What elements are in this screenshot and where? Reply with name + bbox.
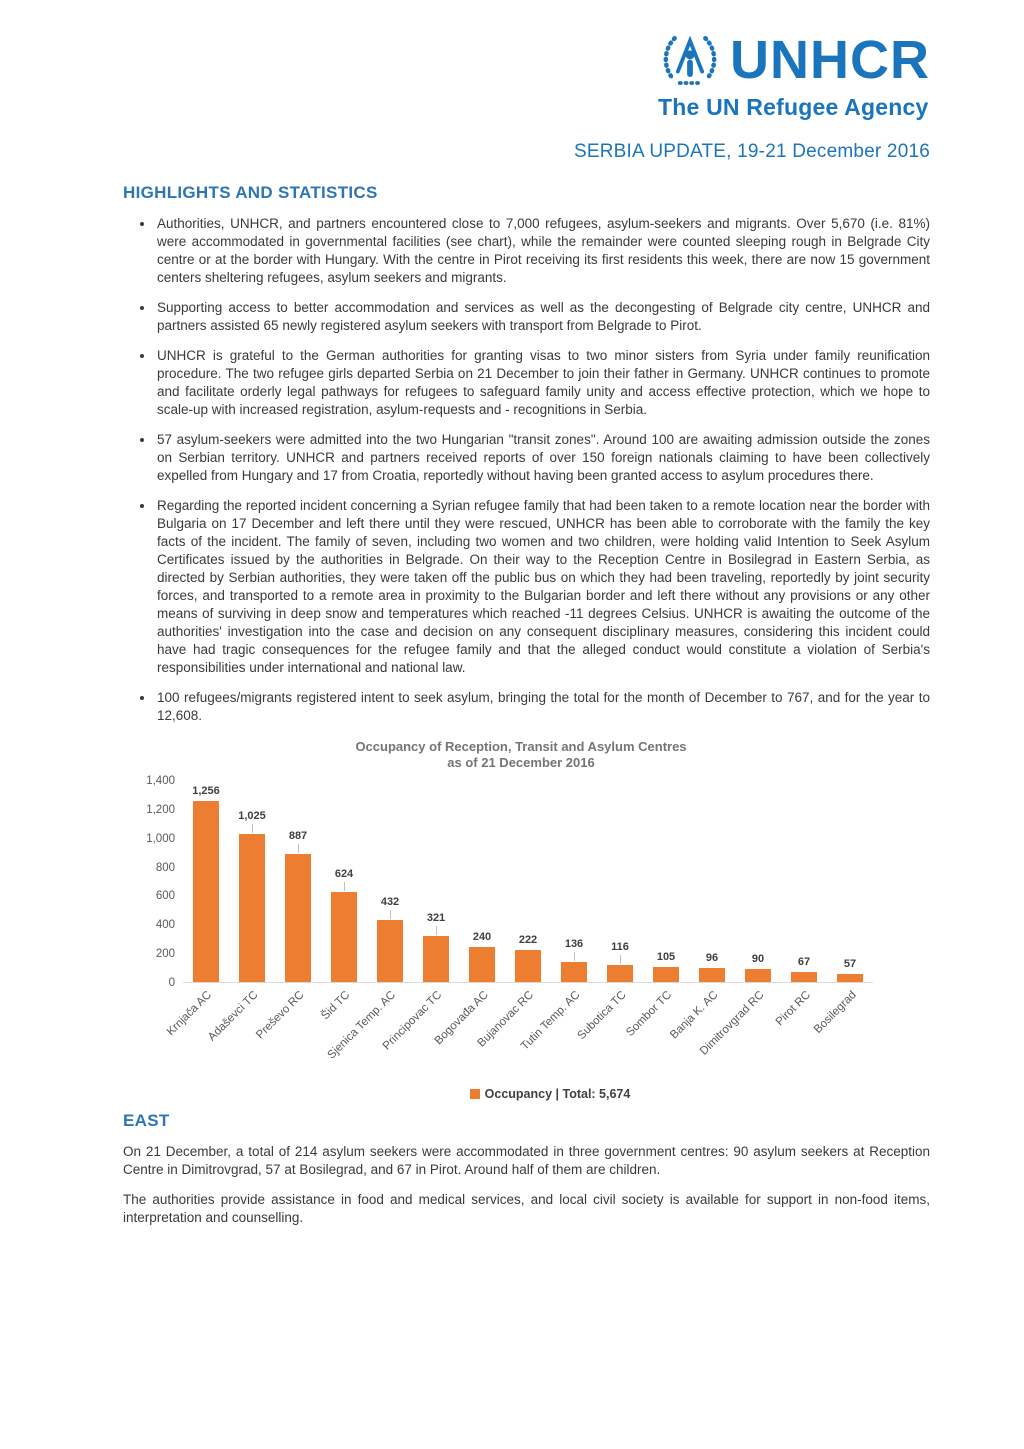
bar-value-label: 321 bbox=[426, 911, 446, 924]
chart-bar-5 bbox=[377, 919, 403, 982]
unhcr-logo: UNHCR The UN Refugee Agency bbox=[658, 28, 930, 121]
bar-value-label: 96 bbox=[705, 952, 719, 965]
chart-bar-14 bbox=[791, 972, 817, 982]
chart-bar-10 bbox=[607, 965, 633, 982]
bar-value-label: 624 bbox=[334, 867, 354, 880]
bar-value-label: 67 bbox=[797, 956, 811, 969]
chart-bar-11 bbox=[653, 966, 679, 982]
highlights-section: HIGHLIGHTS AND STATISTICS Authorities, U… bbox=[123, 183, 930, 725]
occupancy-chart: Occupancy of Reception, Transit and Asyl… bbox=[131, 739, 911, 1101]
east-paragraph-1: On 21 December, a total of 214 asylum se… bbox=[123, 1144, 930, 1177]
y-axis-tick: 1,400 bbox=[146, 775, 175, 787]
bar-value-label: 1,256 bbox=[192, 784, 220, 797]
highlight-bullet-5: Regarding the reported incident concerni… bbox=[155, 497, 930, 677]
bar-label-leader-line bbox=[436, 925, 437, 935]
chart-plot-area: 1,256 Krnjača AC 1,025 Adaševci TC 887 Prešev… bbox=[165, 781, 873, 1062]
chart-bar-15 bbox=[837, 973, 863, 982]
chart-bar-9 bbox=[561, 962, 587, 982]
chart-legend: Occupancy | Total: 5,674 bbox=[131, 1087, 911, 1101]
chart-bar-6 bbox=[423, 935, 449, 982]
chart-bar-12 bbox=[699, 968, 725, 982]
bar-value-label: 90 bbox=[751, 953, 765, 966]
y-axis-tick: 200 bbox=[155, 948, 175, 961]
y-axis-tick: 1,200 bbox=[146, 803, 175, 816]
chart-bar-2 bbox=[239, 834, 265, 982]
legend-label: Occupancy | Total: 5,674 bbox=[484, 1087, 631, 1101]
highlight-bullet-6: 100 refugees/migrants registered intent … bbox=[155, 689, 930, 725]
bar-value-label: 1,025 bbox=[238, 810, 266, 823]
bar-value-label: 887 bbox=[288, 830, 308, 843]
bar-value-label: 116 bbox=[611, 941, 629, 954]
east-section: EAST On 21 December, a total of 214 asyl… bbox=[123, 1111, 930, 1227]
bar-label-leader-line bbox=[390, 909, 391, 919]
y-axis-tick: 400 bbox=[155, 919, 175, 932]
bar-value-label: 57 bbox=[843, 957, 857, 970]
highlight-bullet-2: Supporting access to better accommodatio… bbox=[155, 299, 930, 335]
east-paragraph-2: The authorities provide assistance in fo… bbox=[123, 1192, 930, 1225]
east-heading: EAST bbox=[123, 1111, 170, 1130]
unhcr-emblem-icon bbox=[658, 28, 722, 92]
chart-bar-13 bbox=[745, 969, 771, 982]
unhcr-tagline: The UN Refugee Agency bbox=[658, 94, 929, 120]
highlights-bullet-list: Authorities, UNHCR, and partners encount… bbox=[123, 215, 930, 725]
bar-value-label: 105 bbox=[656, 950, 676, 963]
bar-value-label: 240 bbox=[472, 931, 492, 944]
highlight-bullet-3: UNHCR is grateful to the German authorit… bbox=[155, 347, 930, 419]
legend-swatch bbox=[469, 1089, 480, 1099]
highlights-heading: HIGHLIGHTS AND STATISTICS bbox=[123, 183, 378, 202]
y-axis-tick: 0 bbox=[168, 977, 175, 989]
unhcr-wordmark: UNHCR bbox=[730, 30, 930, 90]
bar-label-leader-line bbox=[298, 844, 299, 854]
bar-label-leader-line bbox=[620, 955, 621, 965]
chart-bar-4 bbox=[331, 891, 357, 982]
chart-bar-1 bbox=[193, 800, 219, 982]
chart-title: Occupancy of Reception, Transit and Asyl… bbox=[355, 739, 687, 754]
bar-label-leader-line bbox=[344, 881, 345, 891]
bar-value-label: 222 bbox=[518, 933, 538, 946]
chart-bar-3 bbox=[285, 854, 311, 982]
bar-value-label: 432 bbox=[380, 895, 400, 908]
chart-bar-7 bbox=[469, 947, 495, 982]
chart-bar-8 bbox=[515, 949, 541, 982]
y-axis-tick: 800 bbox=[155, 861, 175, 874]
bar-value-label: 136 bbox=[564, 938, 584, 951]
highlight-bullet-4: 57 asylum-seekers were admitted into the… bbox=[155, 431, 930, 485]
chart-y-axis: 1,400 1,200 1,000 800 600 400 200 0 bbox=[131, 775, 183, 989]
y-axis-tick: 600 bbox=[155, 890, 175, 903]
y-axis-tick: 1,000 bbox=[146, 832, 175, 845]
bar-label-leader-line bbox=[252, 824, 253, 834]
chart-subtitle: as of 21 December 2016 bbox=[447, 755, 595, 770]
highlight-bullet-1: Authorities, UNHCR, and partners encount… bbox=[155, 215, 930, 287]
bar-label-leader-line bbox=[574, 952, 575, 962]
document-title: SERBIA UPDATE, 19-21 December 2016 bbox=[574, 141, 930, 162]
document-header: UNHCR The UN Refugee Agency SERBIA UPDAT… bbox=[123, 28, 930, 163]
